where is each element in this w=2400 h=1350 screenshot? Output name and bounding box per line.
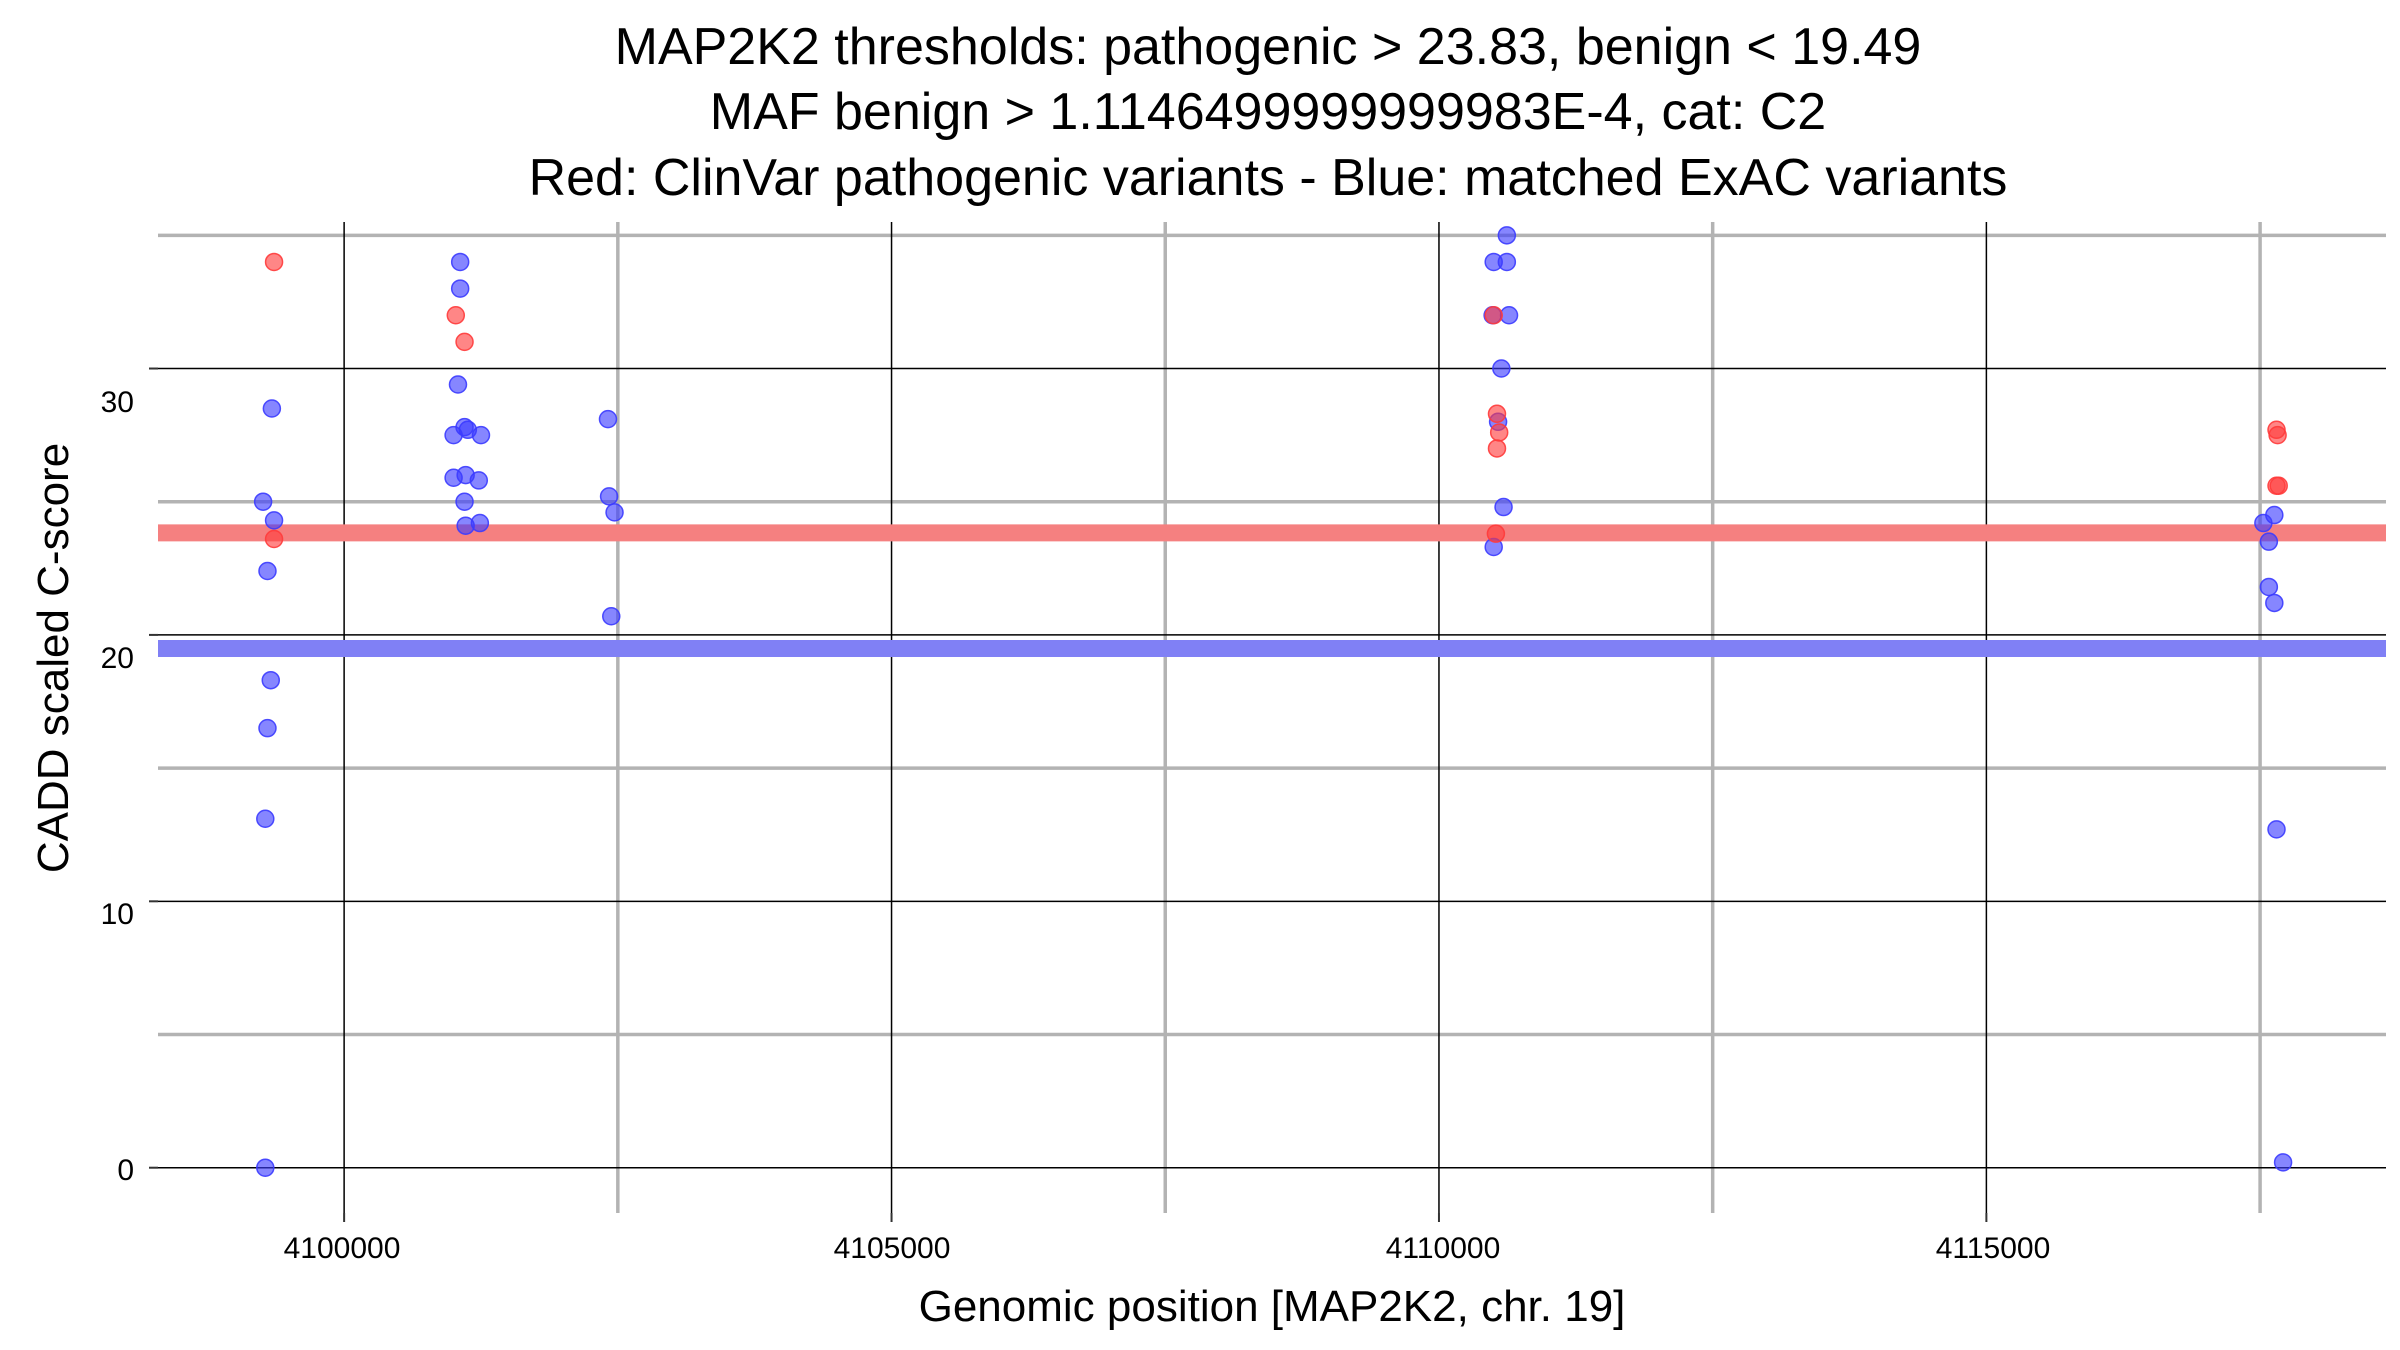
benign-point (2259, 532, 2279, 551)
benign-point (470, 513, 490, 533)
pathogenic-point (264, 529, 284, 549)
y-tick-label: 10 (101, 898, 134, 931)
pathogenic-point (1486, 524, 1506, 543)
x-tick-label: 4110000 (1386, 1232, 1501, 1265)
chart-title: MAP2K2 thresholds: pathogenic > 23.83, b… (529, 18, 2008, 207)
benign-point (1492, 359, 1511, 378)
pathogenic-point (264, 252, 284, 272)
benign-point (598, 409, 618, 429)
benign-point (262, 399, 282, 418)
benign-point (448, 375, 468, 394)
y-tick-label: 30 (101, 386, 134, 419)
benign-point (2273, 1153, 2293, 1172)
benign-point (2259, 577, 2279, 597)
data-points (253, 226, 2293, 1177)
threshold-lines (158, 524, 2386, 658)
benign-point (471, 425, 491, 445)
benign-point (2267, 820, 2286, 839)
benign-point (1497, 226, 1517, 245)
benign-point (602, 607, 621, 626)
y-tick-label: 0 (117, 1154, 134, 1187)
benign-point (258, 561, 277, 581)
title-line-1: MAP2K2 thresholds: pathogenic > 23.83, b… (615, 18, 1922, 76)
axis-ticks (149, 367, 1988, 1222)
title-line-2: MAF benign > 1.1146499999999983E-4, cat:… (710, 83, 1826, 141)
benign-point (2265, 593, 2284, 613)
pathogenic-point (1487, 439, 1507, 458)
benign-point (455, 492, 474, 511)
minor-grid (158, 222, 2386, 1213)
benign-point (2265, 505, 2284, 525)
pathogenic-point (1484, 305, 1503, 325)
pathogenic-point (455, 332, 474, 352)
y-tick-label: 20 (101, 642, 134, 675)
pathogenic-point (1489, 423, 1509, 442)
benign-point (1494, 497, 1513, 517)
benign-point (599, 487, 619, 506)
benign-point (450, 252, 470, 272)
y-axis-title: CADD scaled C-score (29, 443, 78, 873)
benign-point (469, 471, 489, 490)
title-line-3: Red: ClinVar pathogenic variants - Blue:… (529, 149, 2008, 207)
benign-point (256, 1158, 275, 1177)
benign-point (253, 492, 273, 511)
major-grid (158, 222, 2386, 1213)
benign-point (256, 809, 275, 828)
x-tick-label: 4100000 (284, 1232, 401, 1265)
benign-point (605, 503, 624, 522)
benign-point (450, 279, 470, 298)
x-tick-label: 4115000 (1936, 1232, 2051, 1265)
pathogenic-point (2268, 425, 2287, 445)
pathogenic-point (2269, 476, 2288, 495)
benign-point (264, 511, 284, 530)
pathogenic-point (1487, 404, 1507, 424)
benign-point (1499, 305, 1519, 325)
x-axis-title: Genomic position [MAP2K2, chr. 19] (919, 1282, 1626, 1331)
benign-point (1497, 252, 1517, 272)
benign-point (261, 670, 281, 690)
benign-point (258, 718, 277, 738)
pathogenic-point (446, 305, 466, 325)
x-tick-label: 4105000 (834, 1232, 951, 1265)
